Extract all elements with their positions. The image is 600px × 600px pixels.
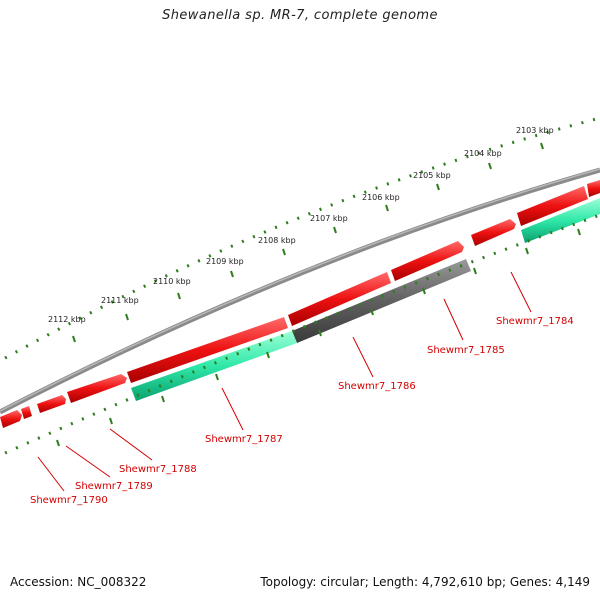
kbp-label-2104: 2104 kbp	[464, 149, 502, 158]
genome-summary: Topology: circular; Length: 4,792,610 bp…	[260, 575, 590, 589]
leader-1787	[221, 387, 244, 431]
outer-major-ticks	[72, 142, 544, 343]
gene-feature-fwd-2[interactable]	[517, 186, 588, 226]
gene-feature-fwd-9[interactable]	[21, 406, 32, 419]
length-value: 4,792,610 bp	[421, 575, 502, 589]
gene-feature-fwd-7[interactable]	[67, 374, 127, 403]
topology-value: circular	[320, 575, 365, 589]
leader-1790	[37, 456, 65, 492]
accession-info: Accession: NC_008322	[10, 575, 146, 589]
genome-backbone-arc	[0, 167, 600, 415]
kbp-label-2105: 2105 kbp	[413, 171, 451, 180]
kbp-label-2103: 2103 kbp	[516, 126, 554, 135]
gene-feature-rev-1784[interactable]	[521, 198, 600, 243]
inner-major-ticks	[56, 228, 581, 447]
gene-labels: Shewmr7_1784 Shewmr7_1785 Shewmr7_1786 S…	[30, 316, 574, 506]
kbp-label-2111: 2111 kbp	[101, 296, 139, 305]
leader-1785	[443, 298, 464, 341]
kbp-label-2112: 2112 kbp	[48, 315, 86, 324]
leader-1786	[352, 336, 374, 378]
kbp-label-2108: 2108 kbp	[258, 236, 296, 245]
gene-feature-fwd-1[interactable]	[587, 180, 600, 197]
gene-label-1788[interactable]: Shewmr7_1788	[119, 464, 197, 475]
gene-feature-rev-1785[interactable]	[292, 259, 471, 343]
reverse-strand-genes	[131, 198, 600, 401]
kbp-label-2107: 2107 kbp	[310, 214, 348, 223]
forward-strand-genes	[0, 180, 600, 428]
gene-feature-fwd-4[interactable]	[391, 241, 464, 281]
gene-label-1784[interactable]: Shewmr7_1784	[496, 316, 574, 327]
gene-feature-fwd-6[interactable]	[127, 317, 288, 383]
length-label: Length:	[372, 575, 419, 589]
leader-1788	[109, 428, 153, 461]
kbp-label-2110: 2110 kbp	[153, 277, 191, 286]
gene-feature-fwd-3[interactable]	[471, 219, 516, 246]
accession-label: Accession:	[10, 575, 74, 589]
gene-feature-fwd-8[interactable]	[37, 395, 66, 413]
gene-feature-rev-1787[interactable]	[131, 331, 297, 401]
kbp-scale-labels: 2103 kbp 2104 kbp 2105 kbp 2106 kbp 2107…	[48, 126, 554, 324]
gene-feature-fwd-10[interactable]	[0, 410, 22, 428]
kbp-label-2106: 2106 kbp	[362, 193, 400, 202]
genes-label: Genes:	[509, 575, 552, 589]
gene-feature-fwd-5[interactable]	[288, 272, 391, 326]
kbp-label-2109: 2109 kbp	[206, 257, 244, 266]
gene-label-1790[interactable]: Shewmr7_1790	[30, 495, 108, 506]
leader-1789	[65, 445, 111, 478]
gene-label-leaders	[37, 271, 532, 492]
accession-value: NC_008322	[77, 575, 147, 589]
map-title: Shewanella sp. MR-7, complete genome	[162, 8, 438, 23]
topology-label: Topology:	[260, 575, 317, 589]
gene-label-1786[interactable]: Shewmr7_1786	[338, 381, 416, 392]
gene-label-1787[interactable]: Shewmr7_1787	[205, 434, 283, 445]
genome-backbone-highlight	[0, 168, 600, 412]
leader-1784	[510, 271, 532, 313]
genes-value: 4,149	[555, 575, 590, 589]
gene-label-1789[interactable]: Shewmr7_1789	[75, 481, 153, 492]
gene-label-1785[interactable]: Shewmr7_1785	[427, 345, 505, 356]
